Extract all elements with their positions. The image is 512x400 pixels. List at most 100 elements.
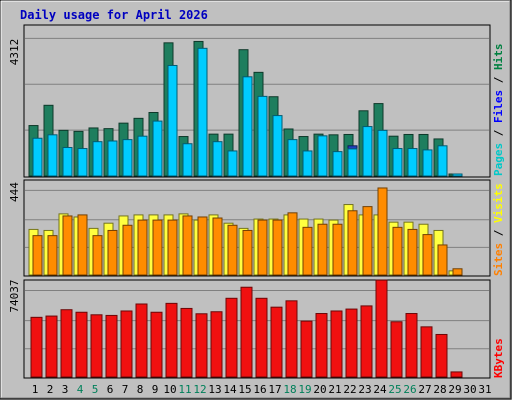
hits-bar-pages-day-13: [212, 141, 223, 177]
kbytes-bar-kbytes-day-17: [270, 306, 283, 378]
legend-label-sites: Sites: [492, 243, 505, 276]
kbytes-bar-kbytes-day-7: [120, 310, 133, 378]
day-label-8: 8: [137, 383, 144, 396]
kbytes-bar-kbytes-day-2: [45, 315, 58, 378]
legend-label-kbytes: KBytes: [492, 338, 505, 378]
kbytes-bar-kbytes-day-9: [150, 311, 163, 378]
hits-bar-pages-day-28: [437, 145, 448, 177]
hits-bar-pages-day-27: [422, 149, 433, 177]
hits-bar-pages-day-29: [452, 173, 463, 177]
visits-ymax-label: 444: [8, 182, 21, 202]
day-label-18: 18: [283, 383, 296, 396]
kbytes-bar-kbytes-day-15: [240, 286, 253, 378]
hits-bar-pages-day-18: [287, 139, 298, 177]
visits-bar-sites-day-11: [182, 215, 193, 276]
visits-bars: [28, 187, 463, 276]
visits-bar-sites-day-14: [227, 224, 238, 276]
visits-panel: 444 Sites / Visits: [8, 179, 505, 277]
day-label-28: 28: [433, 383, 446, 396]
day-label-11: 11: [178, 383, 191, 396]
day-label-14: 14: [223, 383, 237, 396]
kbytes-bar-kbytes-day-28: [435, 333, 448, 378]
legend-label-hits: Hits: [492, 44, 505, 71]
visits-bar-sites-day-13: [212, 217, 223, 276]
day-label-24: 24: [373, 383, 387, 396]
day-label-27: 27: [418, 383, 431, 396]
kbytes-ymax-label: 74037: [8, 279, 21, 312]
day-label-25: 25: [388, 383, 401, 396]
day-label-13: 13: [208, 383, 221, 396]
day-label-7: 7: [122, 383, 129, 396]
hits-bar-pages-day-8: [137, 135, 148, 177]
hits-panel: 4312 Pages / Files / Hits: [8, 24, 505, 178]
day-label-12: 12: [193, 383, 206, 396]
hits-bar-pages-day-19: [302, 150, 313, 177]
day-label-10: 10: [163, 383, 176, 396]
kbytes-bar-kbytes-day-14: [225, 297, 238, 378]
kbytes-bar-kbytes-day-24: [375, 279, 388, 378]
hits-bar-pages-day-20: [317, 135, 328, 177]
visits-bar-sites-day-18: [287, 212, 298, 276]
kbytes-bar-kbytes-day-8: [135, 303, 148, 378]
day-label-22: 22: [343, 383, 356, 396]
visits-bar-sites-day-8: [137, 219, 148, 276]
kbytes-bar-kbytes-day-21: [330, 310, 343, 378]
visits-bar-sites-day-20: [317, 223, 328, 276]
day-label-6: 6: [107, 383, 114, 396]
hits-bar-pages-day-1: [32, 137, 43, 177]
hits-bar-pages-day-4: [77, 148, 88, 177]
day-label-16: 16: [253, 383, 266, 396]
hits-bar-pages-day-23: [362, 126, 373, 177]
visits-legend-text: Sites / Visits: [492, 183, 505, 276]
visits-bar-sites-day-7: [122, 224, 133, 276]
day-label-3: 3: [62, 383, 69, 396]
hits-bar-pages-day-16: [257, 95, 268, 177]
visits-bar-sites-day-12: [197, 216, 208, 276]
kbytes-bar-kbytes-day-11: [180, 307, 193, 378]
hits-legend: Pages / Files / Hits: [492, 44, 505, 177]
hits-bar-pages-day-15: [242, 76, 253, 177]
visits-bar-sites-day-27: [422, 234, 433, 276]
hits-bar-pages-day-12: [197, 47, 208, 177]
day-label-1: 1: [32, 383, 39, 396]
chart-title: Daily usage for April 2026: [20, 8, 208, 22]
visits-bar-sites-day-10: [167, 219, 178, 276]
visits-bar-sites-day-15: [242, 229, 253, 276]
legend-label-visits: Visits: [492, 183, 505, 223]
day-axis-labels: 1 2 3 4 5 6 7 8 9 10 11 12 13 14 15 16 17 18 19 20 21 22 23 24 2…: [32, 383, 492, 396]
hits-bars: [28, 40, 463, 177]
hits-bar-pages-day-11: [182, 143, 193, 177]
visits-bar-sites-day-22: [347, 210, 358, 276]
kbytes-bar-kbytes-day-18: [285, 300, 298, 378]
kbytes-panel: 74037 KBytes: [8, 279, 505, 379]
hits-bar-pages-day-22: [347, 148, 358, 177]
visits-legend: Sites / Visits: [492, 183, 505, 276]
hits-bar-pages-day-5: [92, 141, 103, 177]
kbytes-bar-kbytes-day-3: [60, 309, 73, 378]
day-label-23: 23: [358, 383, 371, 396]
kbytes-bar-kbytes-day-20: [315, 313, 328, 378]
kbytes-bar-kbytes-day-25: [390, 321, 403, 378]
kbytes-bar-kbytes-day-4: [75, 311, 88, 378]
legend-label-: /: [492, 70, 505, 90]
kbytes-legend: KBytes: [492, 338, 505, 378]
kbytes-bar-kbytes-day-10: [165, 302, 178, 378]
kbytes-bars: [30, 279, 463, 378]
hits-bar-pages-day-21: [332, 151, 343, 177]
kbytes-bar-kbytes-day-13: [210, 311, 223, 378]
visits-bar-sites-day-26: [407, 228, 418, 276]
hits-bar-pages-day-3: [62, 147, 73, 177]
day-label-31: 31: [478, 383, 491, 396]
hits-bar-pages-day-9: [152, 120, 163, 177]
kbytes-bar-kbytes-day-1: [30, 316, 43, 378]
hits-ymax-label: 4312: [8, 39, 21, 66]
hits-bar-pages-day-10: [167, 64, 178, 177]
kbytes-legend-text: KBytes: [492, 338, 505, 378]
day-label-15: 15: [238, 383, 251, 396]
visits-bar-sites-day-3: [62, 215, 73, 276]
visits-bar-sites-day-1: [32, 235, 43, 276]
day-label-4: 4: [77, 383, 84, 396]
visits-bar-sites-day-5: [92, 235, 103, 276]
day-label-5: 5: [92, 383, 99, 396]
